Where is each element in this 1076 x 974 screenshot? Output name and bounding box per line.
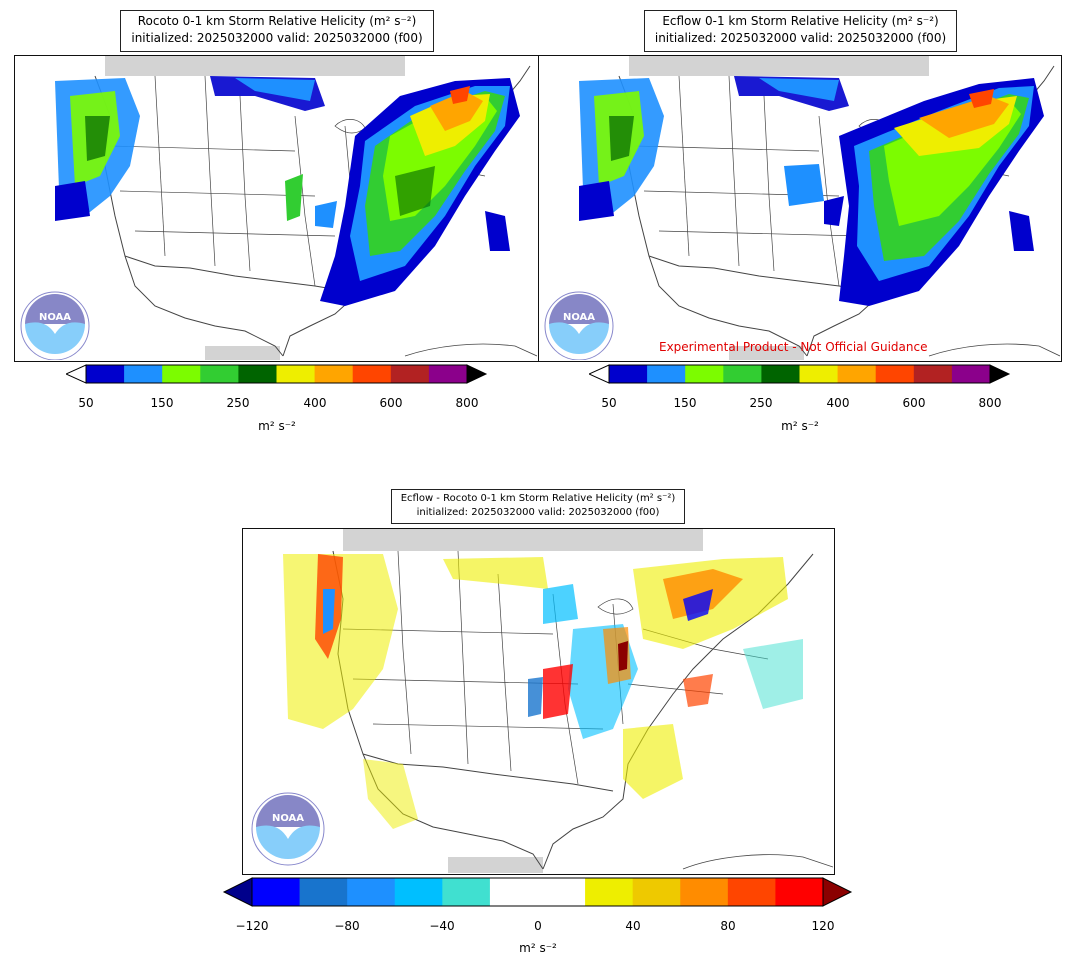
colorbar-cell — [632, 878, 681, 906]
diff-colorbar-graphic — [222, 877, 853, 907]
colorbar-cell — [585, 878, 634, 906]
ecflow-cb-tick: 50 — [601, 396, 617, 410]
colorbar-cell — [775, 878, 824, 906]
diff-map-panel: NOAA — [242, 528, 835, 875]
colorbar-extend-max — [822, 877, 853, 907]
experimental-disclaimer: Experimental Product - Not Official Guid… — [659, 340, 928, 354]
ecflow-colorbar-graphic — [587, 364, 1011, 384]
ecflow-cb-tick: 150 — [673, 396, 697, 410]
colorbar-cell — [314, 365, 354, 383]
colorbar-extend-min — [64, 364, 87, 384]
ecflow-cb-tick: 250 — [749, 396, 773, 410]
colorbar-cell — [390, 365, 430, 383]
colorbar-cell — [347, 878, 396, 906]
ecflow-cb-tick: 600 — [902, 396, 926, 410]
noaa-logo-icon: NOAA — [544, 291, 614, 360]
colorbar-cell — [537, 878, 586, 906]
diff-colorbar — [222, 876, 854, 908]
no-data-region — [105, 56, 405, 76]
colorbar-cell — [276, 365, 316, 383]
colorbar-cell — [680, 878, 729, 906]
no-data-region — [343, 529, 703, 551]
no-data-region — [448, 857, 543, 873]
noaa-logo-text: NOAA — [272, 813, 304, 824]
diff-cb-tick: −120 — [235, 919, 269, 933]
rocoto-cb-tick: 250 — [226, 396, 250, 410]
noaa-logo-text: NOAA — [563, 312, 595, 323]
colorbar-cell — [727, 878, 776, 906]
diff-map: NOAA — [251, 529, 833, 873]
srh-field — [579, 76, 1044, 306]
ecflow-title-line2: initialized: 2025032000 valid: 202503200… — [654, 31, 947, 45]
rocoto-cb-tick: 150 — [150, 396, 174, 410]
colorbar-cell — [442, 878, 491, 906]
colorbar-cell — [252, 878, 301, 906]
colorbar-extend-max — [989, 364, 1011, 384]
ecflow-cb-tick: 400 — [826, 396, 850, 410]
colorbar-extend-min — [222, 877, 253, 907]
colorbar-cell — [837, 365, 877, 383]
ecflow-colorbar — [587, 362, 1011, 386]
rocoto-title-line2: initialized: 2025032000 valid: 202503200… — [131, 31, 423, 45]
rocoto-cb-tick: 50 — [78, 396, 94, 410]
colorbar-cell — [799, 365, 839, 383]
rocoto-map-panel: NOAA — [14, 55, 539, 362]
rocoto-cb-tick: 800 — [455, 396, 479, 410]
colorbar-cell — [352, 365, 392, 383]
diff-cb-units: m² s⁻² — [519, 941, 557, 955]
rocoto-cb-tick: 400 — [303, 396, 327, 410]
srh-difference-field — [283, 554, 803, 829]
no-data-region — [629, 56, 929, 76]
colorbar-cell — [162, 365, 201, 383]
noaa-logo-icon: NOAA — [20, 291, 90, 360]
colorbar-cell — [913, 365, 953, 383]
ecflow-title: Ecflow 0-1 km Storm Relative Helicity (m… — [644, 10, 957, 52]
colorbar-cell — [200, 365, 239, 383]
colorbar-cell — [609, 365, 648, 383]
colorbar-cell — [238, 365, 277, 383]
rocoto-colorbar — [64, 362, 488, 386]
no-data-region — [205, 346, 280, 360]
diff-title-line1: Ecflow - Rocoto 0-1 km Storm Relative He… — [400, 493, 676, 504]
diff-cb-tick: 80 — [720, 919, 736, 933]
colorbar-cell — [394, 878, 443, 906]
diff-cb-tick: 120 — [811, 919, 835, 933]
diff-cb-tick: 40 — [625, 919, 641, 933]
rocoto-cb-tick: 600 — [379, 396, 403, 410]
ecflow-map-panel: NOAA — [538, 55, 1062, 362]
rocoto-title: Rocoto 0-1 km Storm Relative Helicity (m… — [120, 10, 434, 52]
colorbar-cell — [723, 365, 762, 383]
noaa-logo-text: NOAA — [39, 312, 71, 323]
rocoto-title-line1: Rocoto 0-1 km Storm Relative Helicity (m… — [137, 14, 417, 28]
diff-cb-tick: −80 — [334, 919, 360, 933]
rocoto-colorbar-graphic — [64, 364, 488, 384]
colorbar-cell — [951, 365, 991, 383]
ecflow-cb-tick: 800 — [978, 396, 1002, 410]
srh-field — [55, 76, 520, 306]
rocoto-map: NOAA — [20, 56, 537, 360]
colorbar-cell — [647, 365, 686, 383]
no-data-region — [729, 346, 804, 360]
rocoto-cb-units: m² s⁻² — [258, 419, 296, 433]
colorbar-cell — [428, 365, 468, 383]
diff-title: Ecflow - Rocoto 0-1 km Storm Relative He… — [391, 489, 685, 524]
colorbar-cell — [685, 365, 724, 383]
colorbar-extend-max — [466, 364, 488, 384]
ecflow-cb-units: m² s⁻² — [781, 419, 819, 433]
noaa-logo-icon: NOAA — [251, 792, 325, 866]
colorbar-cell — [124, 365, 163, 383]
colorbar-cell — [86, 365, 125, 383]
colorbar-extend-min — [587, 364, 610, 384]
colorbar-cell — [489, 878, 538, 906]
colorbar-cell — [761, 365, 800, 383]
colorbar-cell — [299, 878, 348, 906]
diff-cb-tick: −40 — [429, 919, 455, 933]
colorbar-cell — [875, 365, 915, 383]
ecflow-title-line1: Ecflow 0-1 km Storm Relative Helicity (m… — [662, 14, 939, 28]
diff-cb-tick: 0 — [534, 919, 542, 933]
diff-title-line2: initialized: 2025032000 valid: 202503200… — [416, 507, 660, 518]
ecflow-map: NOAA — [544, 56, 1060, 360]
